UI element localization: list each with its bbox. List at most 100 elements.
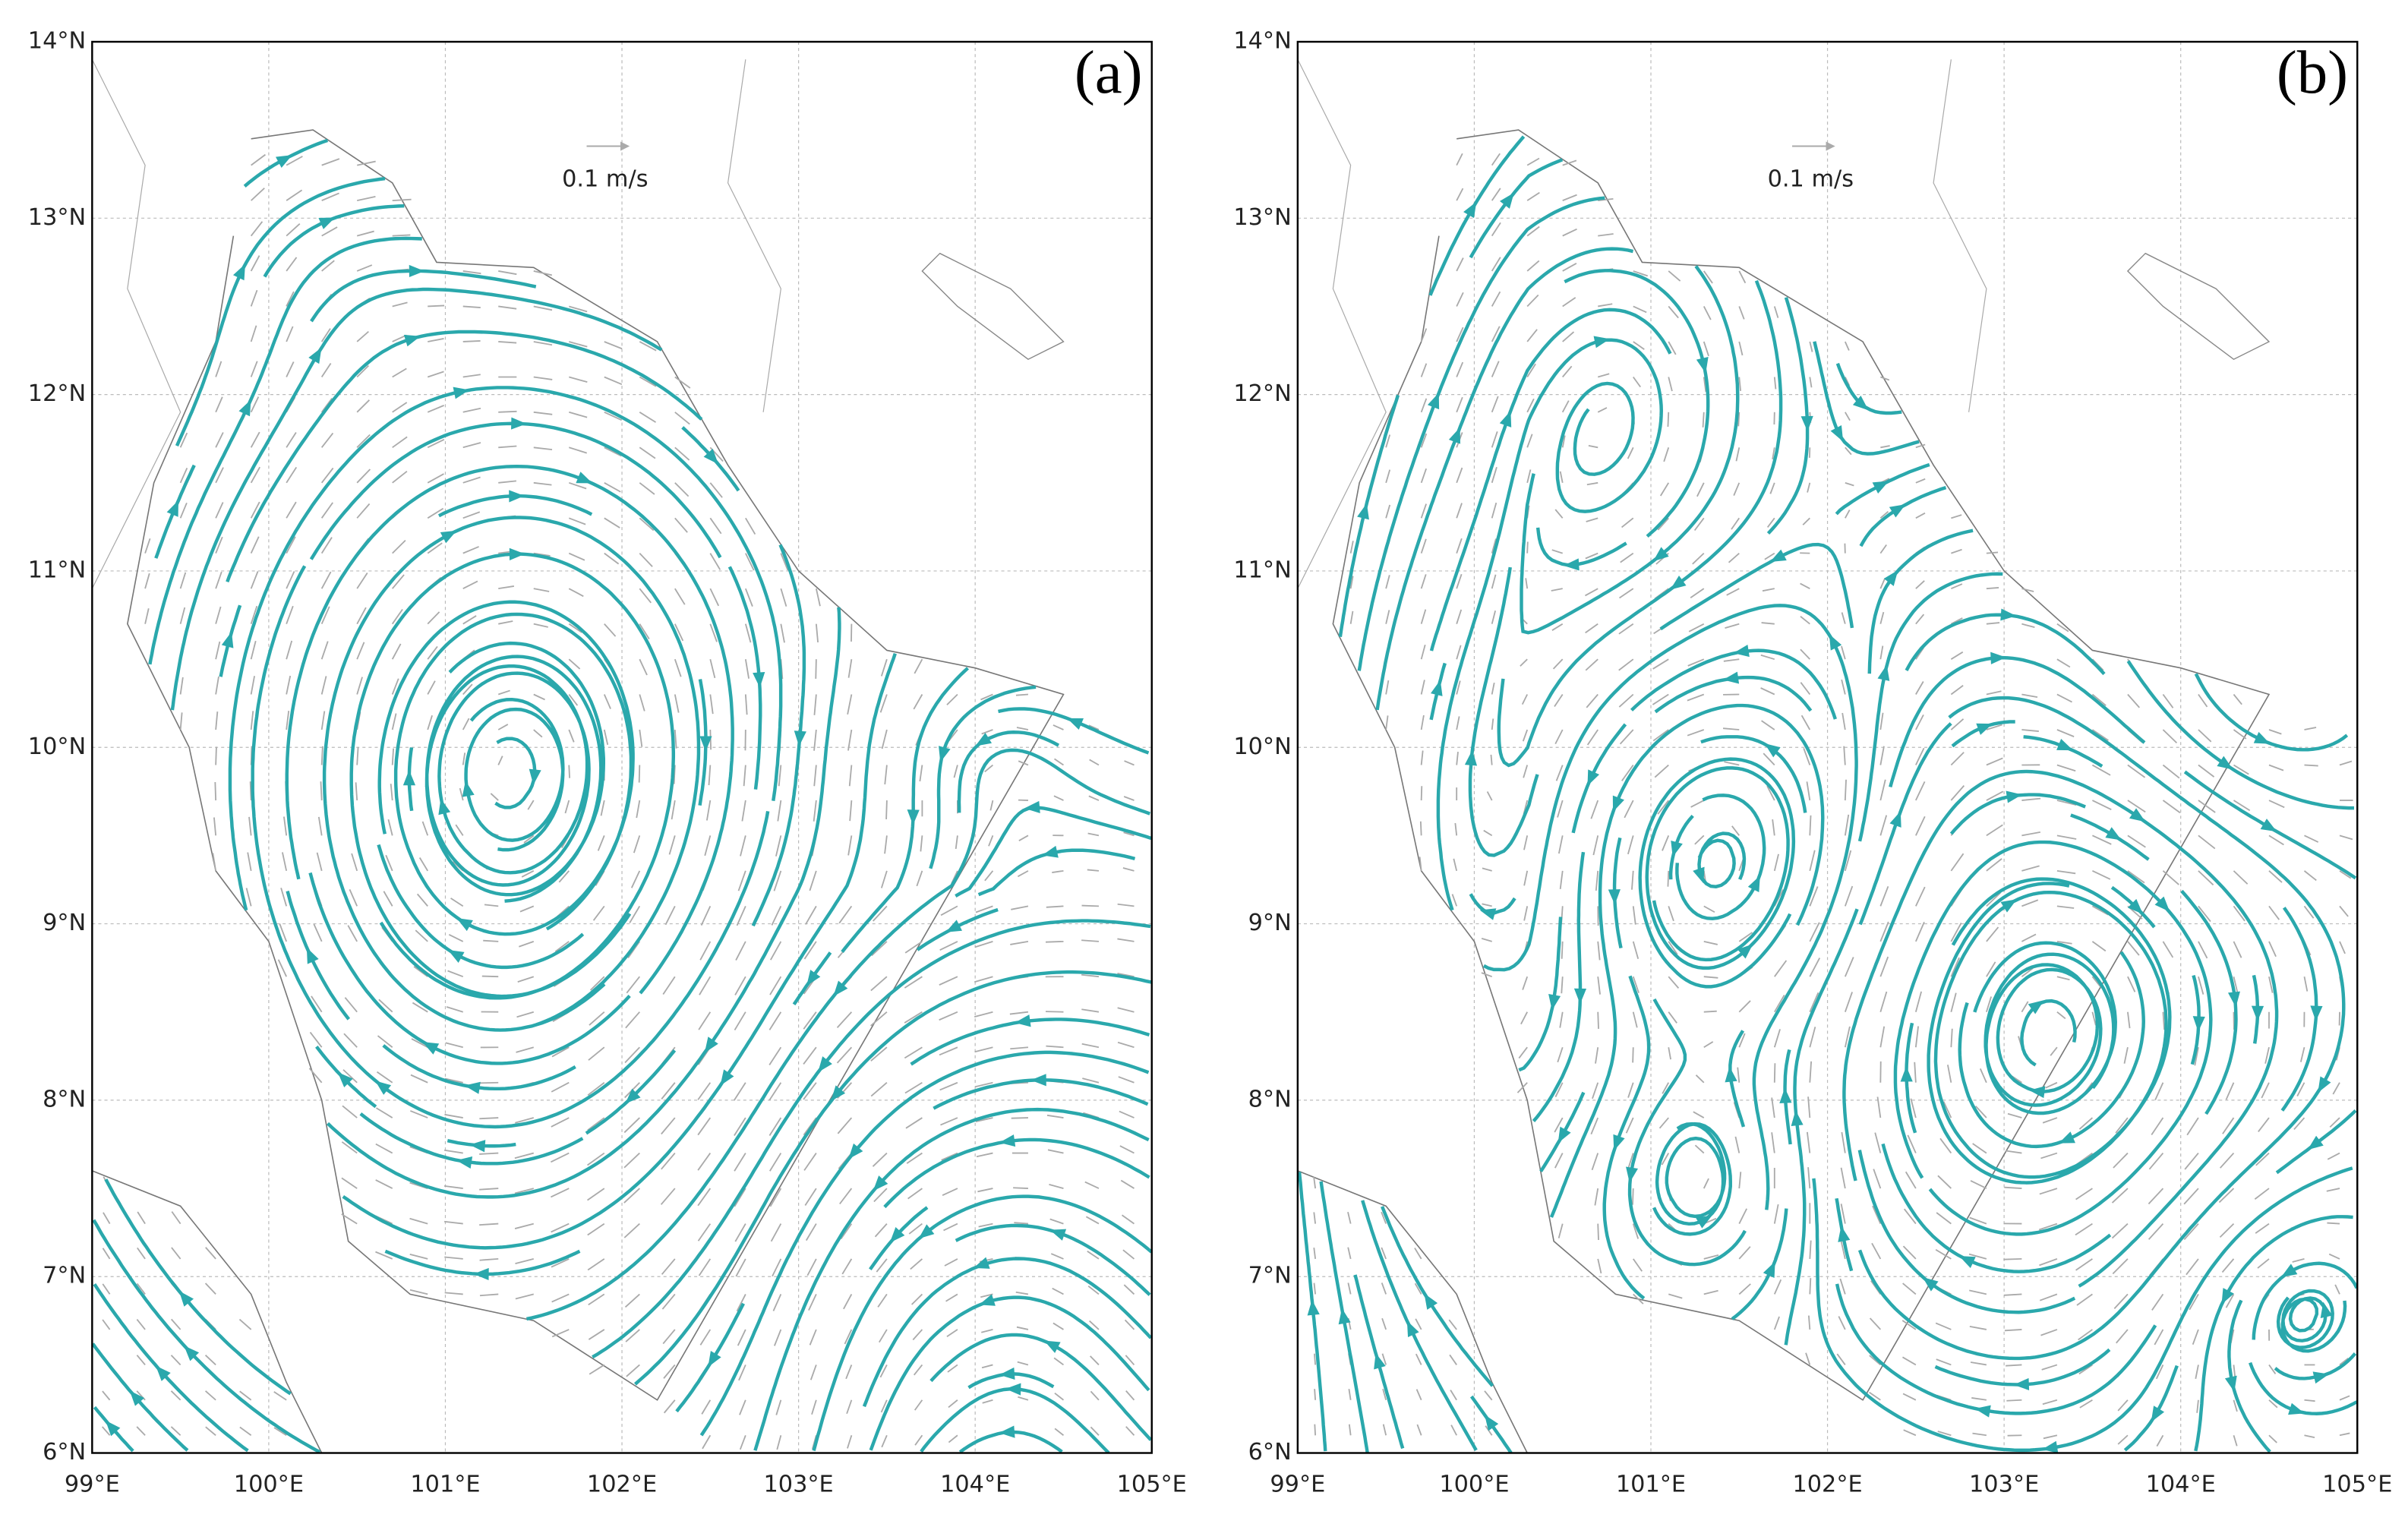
current-vector <box>320 641 329 660</box>
current-vector <box>2327 1152 2340 1160</box>
current-vector <box>845 1365 853 1380</box>
streamline-arrow <box>1043 1340 1061 1353</box>
current-vector <box>2151 1293 2164 1311</box>
current-vector <box>1561 941 1564 959</box>
current-vector <box>778 765 782 787</box>
current-vector <box>497 724 509 730</box>
current-vector <box>409 1289 428 1295</box>
current-vector <box>661 1293 676 1310</box>
current-vector <box>444 1292 463 1295</box>
current-vector <box>179 677 184 695</box>
current-vector <box>286 257 298 272</box>
current-vector <box>568 623 582 633</box>
current-vector <box>316 852 323 872</box>
current-vector <box>627 941 641 959</box>
current-vector <box>1986 690 2002 696</box>
current-vector <box>1016 727 1029 730</box>
current-vector <box>1090 1390 1100 1401</box>
current-vector <box>1314 1424 1317 1436</box>
current-vector <box>1053 724 1064 730</box>
current-vector <box>769 1188 782 1207</box>
current-vector <box>709 517 722 535</box>
current-vector <box>1491 466 1498 484</box>
current-vector <box>376 1071 393 1084</box>
streamline <box>494 737 537 809</box>
current-vector <box>1420 503 1427 519</box>
current-vector <box>1657 800 1669 815</box>
current-vector <box>871 941 888 957</box>
current-vector <box>2255 1223 2270 1234</box>
current-vector <box>780 553 789 571</box>
current-vector <box>1047 1149 1064 1154</box>
current-vector <box>777 800 782 822</box>
streamline-arrow <box>529 768 541 785</box>
current-vector <box>1915 886 1926 907</box>
current-vector <box>975 1117 993 1122</box>
streamline <box>1482 604 1858 1210</box>
current-vector <box>179 502 188 519</box>
streamline <box>359 1112 584 1166</box>
current-vector <box>215 467 224 484</box>
current-vector <box>1557 1223 1564 1238</box>
border <box>92 58 181 589</box>
streamline-arrow <box>456 917 473 932</box>
current-vector <box>1873 1169 1882 1189</box>
current-vector <box>1915 781 1926 801</box>
current-vector <box>2304 834 2319 843</box>
current-vector <box>1526 398 1535 413</box>
streamline-arrow <box>509 547 525 560</box>
current-vector <box>2154 1082 2164 1100</box>
streamline-arrow <box>1958 1256 1976 1269</box>
current-vector <box>1703 377 1707 393</box>
current-vector <box>1703 940 1718 945</box>
current-vector <box>517 976 535 983</box>
streamline <box>2194 673 2349 752</box>
current-vector <box>870 1011 888 1027</box>
current-vector <box>286 711 290 730</box>
current-vector <box>914 1399 923 1411</box>
current-vector <box>1986 790 2004 801</box>
current-vector <box>568 693 579 706</box>
streamline <box>1859 485 1947 547</box>
current-vector <box>356 746 359 765</box>
streamline <box>920 1387 1110 1453</box>
current-vector <box>1951 583 1963 589</box>
streamline-arrow <box>1883 569 1898 586</box>
current-vector <box>320 362 332 377</box>
streamline <box>148 236 422 665</box>
current-vector <box>320 571 332 589</box>
current-vector <box>588 1329 605 1340</box>
current-vector <box>1381 1353 1387 1365</box>
longitude-label: 99°E <box>65 1471 120 1497</box>
current-vector <box>136 1426 146 1436</box>
current-vector <box>102 1248 111 1260</box>
current-vector <box>1523 765 1529 778</box>
current-vector <box>2183 1188 2199 1205</box>
streamline-arrow <box>2151 1406 2165 1422</box>
streamline <box>1835 362 1902 415</box>
streamline-arrow <box>1976 723 1993 735</box>
current-vector <box>2303 870 2317 882</box>
current-vector <box>942 1188 958 1197</box>
current-vector <box>2162 870 2179 885</box>
current-vector <box>523 834 535 844</box>
map-frame <box>1296 40 2359 1454</box>
current-vector <box>2268 1399 2278 1409</box>
current-vector <box>103 1212 111 1225</box>
current-vector <box>427 405 445 413</box>
current-vector <box>2233 941 2242 958</box>
current-vector <box>698 1258 712 1276</box>
current-vector <box>709 694 714 715</box>
current-vector <box>2162 764 2180 779</box>
streamline-arrow <box>403 334 421 347</box>
current-vector <box>1986 622 2000 625</box>
streamline-arrow <box>1613 1134 1625 1151</box>
streamline-arrow <box>2280 1264 2298 1277</box>
current-vector <box>885 800 888 819</box>
current-vector <box>1557 1046 1564 1063</box>
current-vector <box>2233 976 2239 995</box>
current-vector <box>1526 157 1540 166</box>
current-vector <box>1619 588 1634 599</box>
streamline-arrow <box>308 347 322 364</box>
current-vector <box>2076 1293 2093 1306</box>
